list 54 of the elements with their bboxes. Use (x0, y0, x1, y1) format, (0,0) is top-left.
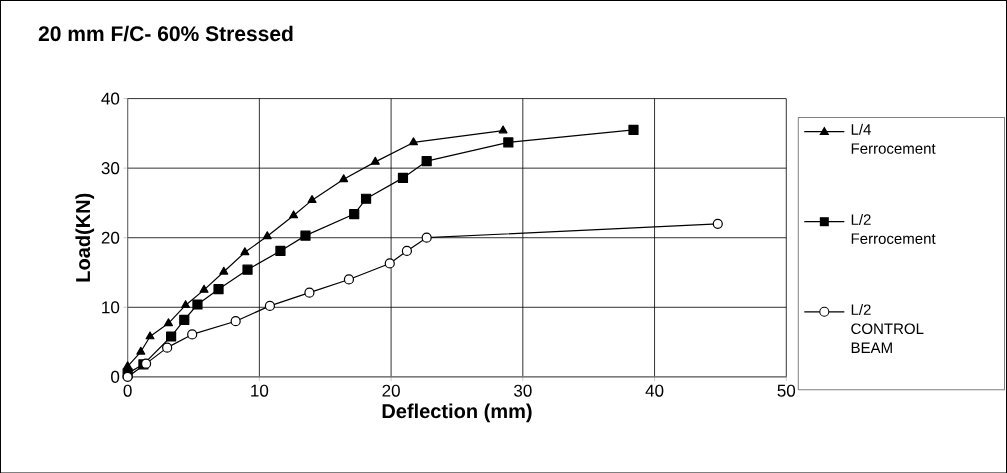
x-tick-label: 0 (123, 384, 132, 397)
x-axis-title: Deflection (mm) (382, 403, 532, 422)
point (136, 346, 146, 355)
point (370, 156, 380, 165)
x-tick-label: 40 (645, 384, 664, 397)
point (275, 245, 286, 256)
y-tick-label: 40 (101, 92, 120, 105)
point (503, 137, 514, 148)
point (230, 315, 241, 327)
point (421, 155, 432, 167)
point (163, 317, 173, 326)
point (307, 194, 317, 203)
point (401, 245, 413, 256)
point (339, 173, 349, 182)
point (343, 274, 355, 285)
legend-label: L/2 CONTROL BEAM (851, 303, 924, 353)
point (360, 193, 372, 204)
point (408, 137, 418, 146)
point (199, 284, 209, 293)
point (397, 172, 409, 183)
point (179, 314, 190, 325)
point (384, 258, 395, 269)
point (712, 218, 723, 229)
point (187, 329, 198, 340)
point (421, 232, 432, 243)
y-tick-label: 10 (102, 301, 120, 314)
legend-label: L/2 Ferrocement (851, 213, 936, 244)
y-tick-label: 20 (101, 231, 120, 244)
x-tick-label: 20 (382, 384, 400, 397)
y-tick-label: 30 (101, 161, 120, 174)
point (162, 342, 173, 353)
point (219, 266, 229, 275)
point (264, 300, 276, 311)
point (181, 299, 191, 308)
chart-title: 20 mm F/C- 60% Stressed (38, 25, 293, 42)
point (304, 287, 315, 298)
point (300, 230, 311, 241)
point (240, 247, 250, 255)
point (166, 331, 177, 342)
point (242, 264, 253, 275)
point (349, 208, 360, 219)
point (145, 331, 155, 340)
point (262, 231, 272, 239)
point (628, 124, 639, 135)
x-tick-label: 30 (514, 384, 532, 397)
point (498, 125, 508, 134)
point (192, 299, 203, 310)
x-tick-label: 10 (251, 384, 269, 397)
x-tick-label: 50 (777, 384, 796, 397)
y-axis-title: Load(KN) (75, 193, 95, 282)
y-tick-label: 0 (111, 370, 120, 383)
legend-label: L/4 Ferrocement (851, 123, 936, 154)
point (289, 210, 299, 219)
point (213, 283, 224, 295)
